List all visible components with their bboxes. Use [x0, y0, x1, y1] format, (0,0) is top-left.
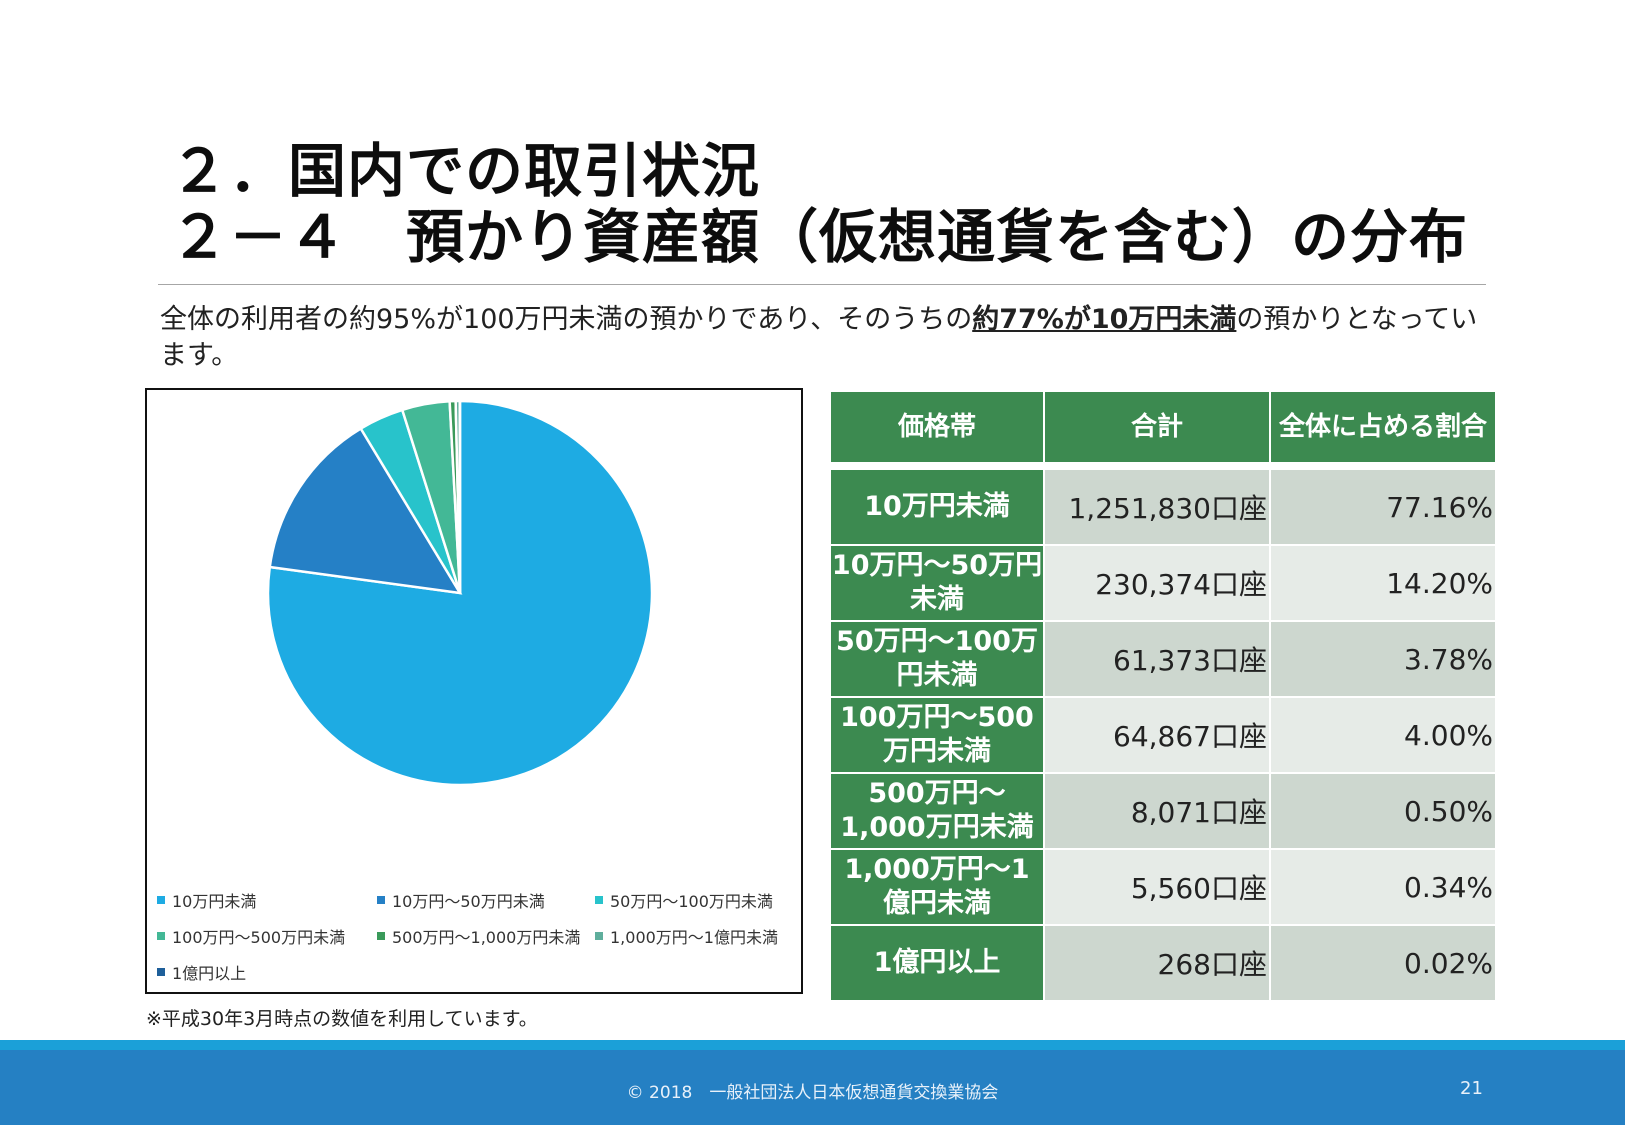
legend-swatch — [157, 968, 165, 976]
row-share: 3.78% — [1271, 622, 1495, 696]
row-price-range: 50万円～100万円未満 — [831, 622, 1043, 696]
table-row: 1,000万円～1億円未満 5,560口座 0.34% — [831, 850, 1495, 924]
header-share: 全体に占める割合 — [1271, 392, 1495, 462]
legend-swatch — [377, 932, 385, 940]
row-price-range: 10万円未満 — [831, 470, 1043, 544]
distribution-table: 価格帯 合計 全体に占める割合 10万円未満 1,251,830口座 77.16% 1… — [829, 390, 1497, 1002]
legend-item: 10万円未満 — [157, 888, 256, 912]
table-row: 50万円～100万円未満 61,373口座 3.78% — [831, 622, 1495, 696]
row-share: 0.50% — [1271, 774, 1495, 848]
footnote: ※平成30年3月時点の数値を利用しています。 — [146, 1008, 538, 1030]
footer-bar — [0, 1050, 1625, 1125]
table-row: 100万円～500万円未満 64,867口座 4.00% — [831, 698, 1495, 772]
page-subtitle: ２－４ 預かり資産額（仮想通貨を含む）の分布 — [170, 203, 1469, 271]
pie-chart-panel: 10万円未満 10万円～50万円未満 50万円～100万円未満 100万円～500万円… — [145, 388, 803, 994]
row-total: 64,867口座 — [1045, 698, 1269, 772]
page-title: ２．国内での取引状況 — [170, 137, 761, 205]
row-price-range: 500万円～1,000万円未満 — [831, 774, 1043, 848]
header-total: 合計 — [1045, 392, 1269, 462]
row-share: 0.02% — [1271, 926, 1495, 1000]
table-row: 1億円以上 268口座 0.02% — [831, 926, 1495, 1000]
legend-swatch — [157, 896, 165, 904]
title-divider — [158, 284, 1486, 285]
legend-item: 10万円～50万円未満 — [377, 888, 545, 912]
legend-label: 10万円～50万円未満 — [392, 892, 545, 911]
row-price-range: 10万円～50万円未満 — [831, 546, 1043, 620]
legend-item: 1,000万円～1億円未満 — [595, 924, 778, 948]
lead-text-post: の預かりとなっています。 — [160, 304, 1478, 371]
legend-label: 1億円以上 — [172, 964, 247, 983]
row-total: 5,560口座 — [1045, 850, 1269, 924]
row-total: 268口座 — [1045, 926, 1269, 1000]
legend-swatch — [157, 932, 165, 940]
legend-swatch — [595, 932, 603, 940]
legend-swatch — [377, 896, 385, 904]
lead-text: 全体の利用者の約95%が100万円未満の預かりであり、そのうちの約77%が10万… — [160, 302, 1490, 374]
legend-swatch — [595, 896, 603, 904]
page-number: 21 — [1460, 1078, 1483, 1099]
footer-copyright: © 2018 一般社団法人日本仮想通貨交換業協会 — [626, 1083, 999, 1103]
legend-item: 500万円～1,000万円未満 — [377, 924, 580, 948]
pie-chart — [266, 399, 654, 787]
legend-item: 1億円以上 — [157, 960, 246, 984]
row-share: 0.34% — [1271, 850, 1495, 924]
row-share: 4.00% — [1271, 698, 1495, 772]
lead-text-emphasis: 約77%が10万円未満 — [972, 304, 1237, 335]
table-row: 500万円～1,000万円未満 8,071口座 0.50% — [831, 774, 1495, 848]
row-total: 230,374口座 — [1045, 546, 1269, 620]
lead-text-pre: 全体の利用者の約95%が100万円未満の預かりであり、そのうちの — [160, 304, 973, 335]
legend-label: 10万円未満 — [172, 892, 257, 911]
legend-label: 500万円～1,000万円未満 — [392, 928, 581, 947]
legend-item: 50万円～100万円未満 — [595, 888, 773, 912]
table-row: 10万円未満 1,251,830口座 77.16% — [831, 470, 1495, 544]
legend-item: 100万円～500万円未満 — [157, 924, 345, 948]
row-price-range: 1,000万円～1億円未満 — [831, 850, 1043, 924]
row-share: 77.16% — [1271, 470, 1495, 544]
footer-accent-strip — [0, 1040, 1625, 1050]
row-price-range: 1億円以上 — [831, 926, 1043, 1000]
row-price-range: 100万円～500万円未満 — [831, 698, 1043, 772]
legend-label: 1,000万円～1億円未満 — [610, 928, 778, 947]
table-row: 10万円～50万円未満 230,374口座 14.20% — [831, 546, 1495, 620]
pie-slice — [268, 426, 463, 595]
row-total: 61,373口座 — [1045, 622, 1269, 696]
row-share: 14.20% — [1271, 546, 1495, 620]
row-total: 8,071口座 — [1045, 774, 1269, 848]
row-total: 1,251,830口座 — [1045, 470, 1269, 544]
legend-label: 100万円～500万円未満 — [172, 928, 346, 947]
legend-label: 50万円～100万円未満 — [610, 892, 773, 911]
header-price-range: 価格帯 — [831, 392, 1043, 462]
